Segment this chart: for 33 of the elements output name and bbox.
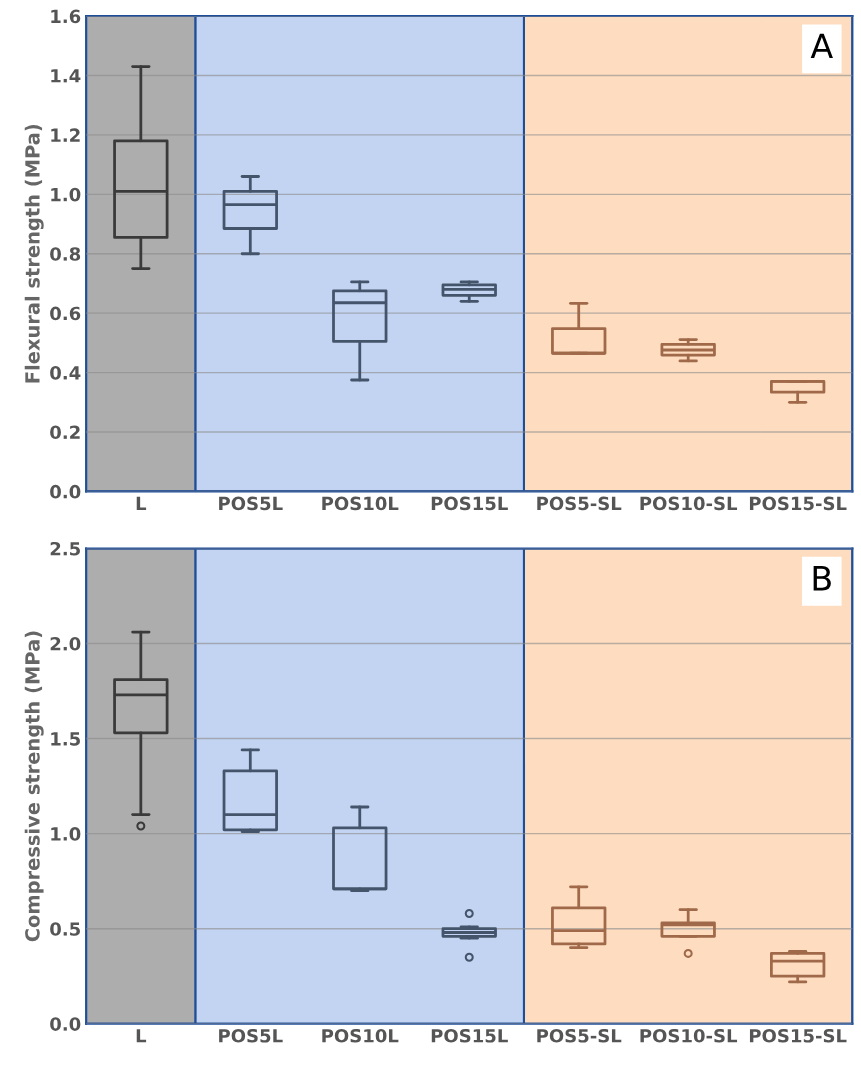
x-tick-label: POS5-SL — [537, 496, 622, 511]
y-tick-label: 0.6 — [50, 306, 81, 321]
x-tick-label: POS10-SL — [640, 496, 738, 511]
x-tick-label: POS15-SL — [749, 1028, 847, 1043]
y-tick-label: 1.5 — [51, 732, 80, 746]
x-tick-label: POS5L — [219, 496, 283, 511]
y-axis-title: Compressive strength (MPa) — [24, 631, 44, 942]
y-tick-label: 0.2 — [50, 425, 80, 440]
y-tick-label: 1.0 — [51, 187, 81, 202]
annotation: A — [810, 33, 833, 59]
y-tick-label: 1.6 — [51, 9, 81, 24]
y-tick-label: 1.0 — [51, 827, 81, 841]
x-tick-label: POS10L — [322, 496, 399, 511]
y-tick-label: 0.8 — [50, 247, 81, 261]
y-tick-label: 2.0 — [50, 636, 81, 651]
y-tick-label: 0.0 — [50, 1017, 81, 1031]
x-tick-label: POS15-SL — [749, 496, 847, 511]
y-axis-title: Flexural strength (MPa) — [24, 124, 44, 383]
y-tick-label: 1.4 — [51, 69, 81, 83]
y-tick-label: 1.2 — [51, 128, 80, 142]
x-tick-label: L — [136, 496, 147, 510]
x-tick-label: POS15L — [431, 1028, 508, 1043]
x-tick-label: POS5L — [219, 1028, 283, 1043]
y-tick-label: 0.0 — [50, 484, 81, 499]
y-tick-label: 0.4 — [50, 366, 81, 380]
y-tick-label: 0.5 — [50, 922, 80, 936]
annotation: B — [813, 566, 831, 591]
y-tick-label: 2.5 — [50, 541, 80, 556]
x-tick-label: POS5-SL — [537, 1028, 622, 1043]
x-tick-label: L — [136, 1029, 147, 1043]
x-tick-label: POS15L — [431, 496, 508, 511]
x-tick-label: POS10L — [322, 1028, 399, 1043]
x-tick-label: POS10-SL — [640, 1028, 738, 1043]
